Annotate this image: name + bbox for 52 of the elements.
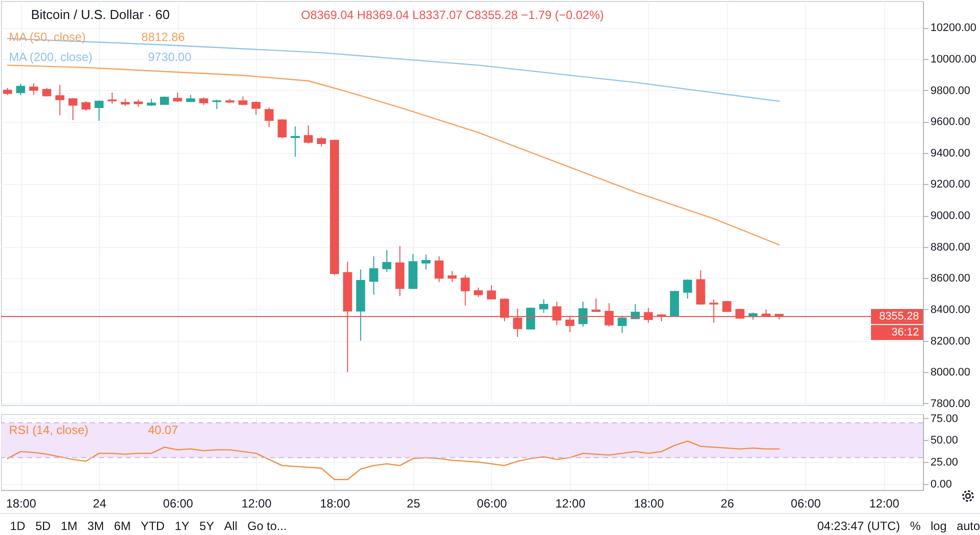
y-tick-label: 9200.00 (930, 178, 970, 191)
text: Go to... (247, 519, 287, 533)
text: 04:23:47 (UTC) (817, 519, 900, 533)
y-tick-label: 9600.00 (930, 116, 970, 128)
y-tick-label: 0.00 (930, 478, 952, 490)
x-tick-label: 25 (406, 496, 420, 510)
ref-line-label: 8355.28 (879, 310, 919, 322)
x-tick-label: 06:00 (790, 496, 822, 510)
x-tick-label: 24 (92, 496, 107, 510)
annotation: 8812.86 (141, 30, 186, 44)
text: All (224, 519, 238, 533)
x-tick-label: 06:00 (476, 496, 508, 510)
text: 1D (10, 519, 26, 533)
annotation: 36:12 (891, 326, 919, 338)
annotation: 40.07 (148, 423, 178, 437)
text: 1M (60, 519, 78, 533)
text: auto (956, 519, 980, 533)
x-tick-label: 26 (720, 496, 734, 510)
y-tick-label: 8200.00 (930, 335, 970, 348)
y-tick-label: 8800.00 (930, 241, 970, 254)
text: YTD (140, 519, 165, 533)
y-tick-label: 9800.00 (930, 84, 970, 97)
series-label: MA (200, close) (9, 50, 92, 64)
x-tick-label: 12:00 (869, 496, 900, 510)
text: 1Y (174, 519, 190, 533)
y-tick-label: 25.00 (930, 456, 958, 469)
text: O8369.04 H8369.04 L8337.07 C8355.28 −1.79 (−0.02%) (301, 8, 604, 22)
y-tick-label: 8600.00 (930, 272, 970, 285)
x-tick-label: 18:00 (6, 496, 36, 510)
text: % (910, 519, 921, 533)
y-tick-label: 9400.00 (930, 147, 970, 160)
y-tick-label: 9000.00 (930, 210, 970, 222)
x-tick-label: 18:00 (634, 496, 664, 510)
y-tick-label: 10200.00 (930, 22, 976, 34)
y-tick-label: 50.00 (930, 434, 958, 447)
y-tick-label: 7800.00 (930, 398, 970, 410)
x-tick-label: 12:00 (242, 496, 272, 510)
chart-title: Bitcoin / U.S. Dollar · 60 (31, 7, 170, 22)
text: log (930, 519, 947, 533)
y-tick-label: 75.00 (930, 412, 958, 425)
text: 3M (87, 519, 104, 533)
y-tick-label: 8400.00 (930, 304, 970, 316)
text: 6M (114, 519, 131, 533)
x-tick-label: 06:00 (163, 496, 194, 510)
y-tick-label: 10000.00 (930, 53, 976, 66)
y-tick-label: 8000.00 (930, 366, 970, 379)
annotation: 9730.00 (148, 50, 192, 64)
x-tick-label: 12:00 (555, 496, 586, 510)
text: 5Y (199, 519, 214, 533)
text: 5D (35, 519, 51, 533)
x-tick-label: 18:00 (320, 496, 350, 510)
series-label: RSI (14, close) (9, 423, 88, 437)
